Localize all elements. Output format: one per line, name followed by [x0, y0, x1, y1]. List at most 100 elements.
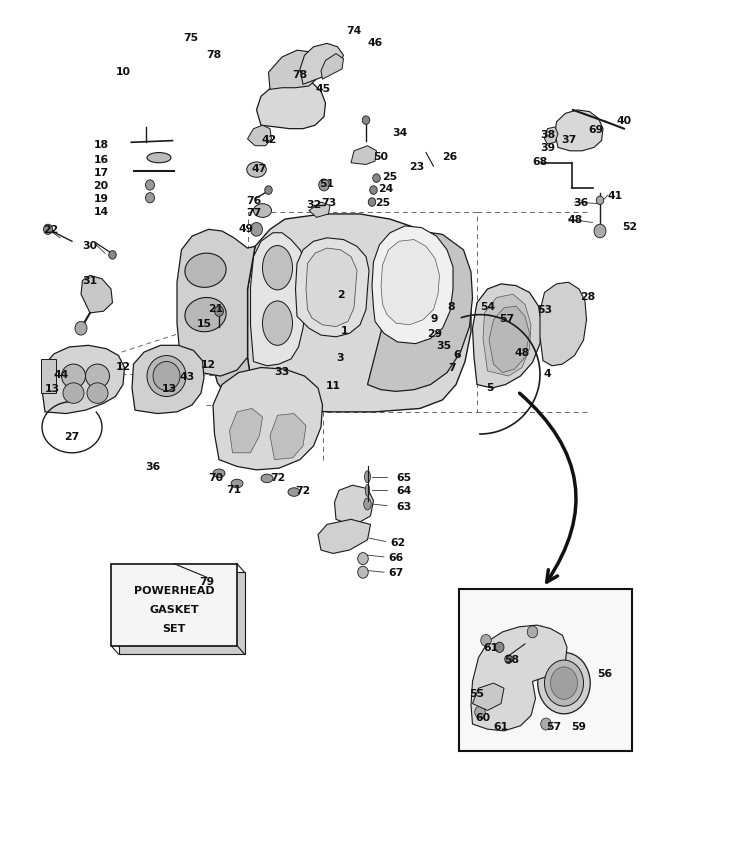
Polygon shape [270, 414, 306, 460]
Text: 12: 12 [116, 361, 130, 371]
Ellipse shape [364, 498, 371, 510]
Polygon shape [300, 44, 344, 85]
Text: 78: 78 [206, 49, 221, 60]
Circle shape [541, 718, 551, 730]
Text: 47: 47 [251, 164, 266, 174]
Ellipse shape [86, 365, 109, 389]
Text: 4: 4 [543, 368, 550, 378]
Text: POWERHEAD: POWERHEAD [134, 585, 214, 596]
Text: 9: 9 [430, 314, 438, 324]
Text: 10: 10 [116, 66, 131, 77]
Polygon shape [251, 233, 308, 366]
Text: 76: 76 [246, 196, 261, 206]
Text: 27: 27 [64, 431, 80, 441]
Text: 5: 5 [486, 383, 494, 393]
Ellipse shape [261, 475, 273, 483]
Ellipse shape [213, 469, 225, 478]
Text: 57: 57 [500, 314, 514, 324]
Polygon shape [230, 409, 262, 453]
Text: 36: 36 [574, 198, 589, 208]
Text: GASKET: GASKET [149, 604, 199, 614]
Polygon shape [207, 247, 255, 409]
Circle shape [358, 567, 368, 579]
Ellipse shape [147, 153, 171, 164]
Text: 70: 70 [209, 472, 224, 482]
Polygon shape [472, 285, 542, 389]
Text: 12: 12 [201, 360, 216, 370]
Circle shape [362, 117, 370, 125]
Polygon shape [177, 230, 255, 377]
Circle shape [370, 187, 377, 195]
Ellipse shape [87, 383, 108, 404]
Text: 6: 6 [453, 349, 460, 360]
Ellipse shape [185, 298, 226, 332]
Text: 50: 50 [374, 152, 388, 162]
Ellipse shape [364, 471, 370, 483]
Polygon shape [248, 215, 471, 412]
Polygon shape [309, 203, 330, 218]
Text: 32: 32 [306, 199, 321, 210]
Text: 33: 33 [274, 366, 290, 377]
Text: 1: 1 [341, 325, 349, 336]
FancyArrowPatch shape [520, 394, 576, 583]
Polygon shape [544, 128, 558, 145]
Ellipse shape [147, 356, 186, 397]
Text: 49: 49 [238, 223, 254, 233]
Text: 79: 79 [200, 576, 214, 586]
Polygon shape [296, 239, 369, 337]
Ellipse shape [254, 204, 272, 218]
Polygon shape [489, 307, 530, 373]
Circle shape [44, 225, 52, 235]
Text: 55: 55 [470, 688, 484, 699]
Circle shape [319, 180, 329, 192]
Circle shape [495, 642, 504, 653]
Circle shape [146, 193, 154, 204]
Text: 14: 14 [94, 206, 109, 216]
Text: 44: 44 [54, 370, 69, 380]
Ellipse shape [262, 302, 292, 346]
Polygon shape [132, 346, 204, 414]
Text: 15: 15 [196, 319, 211, 329]
Circle shape [265, 187, 272, 195]
Polygon shape [321, 55, 344, 80]
Polygon shape [351, 147, 376, 165]
Polygon shape [306, 249, 357, 327]
Text: SET: SET [162, 623, 186, 633]
Bar [111, 564, 237, 646]
Circle shape [527, 626, 538, 638]
Text: 60: 60 [476, 712, 490, 722]
Text: 8: 8 [447, 302, 454, 312]
Text: 54: 54 [480, 302, 495, 312]
Text: 69: 69 [588, 124, 603, 135]
Text: 20: 20 [94, 181, 109, 191]
Ellipse shape [365, 485, 370, 497]
Text: 13: 13 [162, 383, 177, 394]
Circle shape [505, 655, 512, 664]
Text: 28: 28 [580, 291, 596, 302]
Text: 17: 17 [94, 168, 109, 178]
Circle shape [368, 199, 376, 207]
Text: 57: 57 [546, 721, 561, 731]
Text: 72: 72 [270, 472, 285, 482]
Text: 11: 11 [326, 380, 341, 390]
Text: 36: 36 [146, 462, 160, 472]
Text: 61: 61 [494, 721, 508, 731]
Text: 25: 25 [382, 172, 398, 182]
Polygon shape [248, 126, 272, 147]
Text: 26: 26 [442, 152, 458, 162]
Text: 43: 43 [180, 371, 195, 382]
Circle shape [109, 251, 116, 260]
Text: 75: 75 [184, 32, 199, 43]
Text: 65: 65 [396, 472, 411, 482]
Ellipse shape [185, 254, 226, 288]
Text: 46: 46 [368, 37, 382, 48]
Text: 3: 3 [336, 353, 344, 363]
Polygon shape [42, 346, 125, 414]
Polygon shape [368, 232, 472, 392]
Text: 71: 71 [226, 484, 242, 494]
Text: 23: 23 [410, 162, 424, 172]
Text: 38: 38 [540, 130, 555, 140]
Circle shape [596, 197, 604, 205]
Text: 29: 29 [427, 329, 442, 339]
Polygon shape [268, 51, 320, 90]
